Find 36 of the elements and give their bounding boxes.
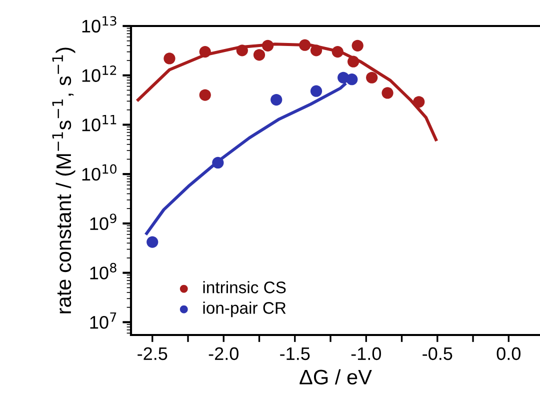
point [146,236,158,248]
point [332,46,344,58]
point [270,94,282,106]
point [236,44,248,56]
x-tick-label: -2.5 [138,347,168,360]
x-tick-label: 0.0 [496,347,520,360]
point [310,85,322,97]
point [348,56,360,68]
point [199,46,211,58]
point [346,74,358,86]
x-axis-title: ΔG / eV [300,369,372,384]
y-tick-label: 10$^{9}$ [90,214,116,230]
point [352,40,364,52]
y-axis-title: rate constant / (M$^{−1}$s$^{−1}$, s$^{−1}$) [52,48,76,314]
point [366,72,378,84]
legend-label: ion-pair CR [203,302,286,318]
point [212,156,224,169]
point [382,87,394,99]
x-tick-label: -2.0 [208,347,238,360]
legend-label: intrinsic CS [203,281,286,294]
y-tick-label: 10$^{10}$ [82,164,116,181]
point [199,89,211,101]
y-tick-label: 10$^{7}$ [90,312,116,329]
y-tick-label: 10$^{13}$ [82,16,116,33]
point [413,96,425,108]
x-tick-label: -0.5 [422,347,452,360]
y-tick-label: 10$^{11}$ [82,115,116,132]
point [299,39,311,51]
x-tick-label: -1.0 [351,347,381,360]
point [310,44,322,56]
point [253,49,266,61]
y-tick-label: 10$^{12}$ [82,65,116,82]
point [262,40,274,52]
point [164,52,176,64]
y-tick-label: 10$^{8}$ [90,262,116,280]
x-tick-label: -1.5 [280,347,310,360]
